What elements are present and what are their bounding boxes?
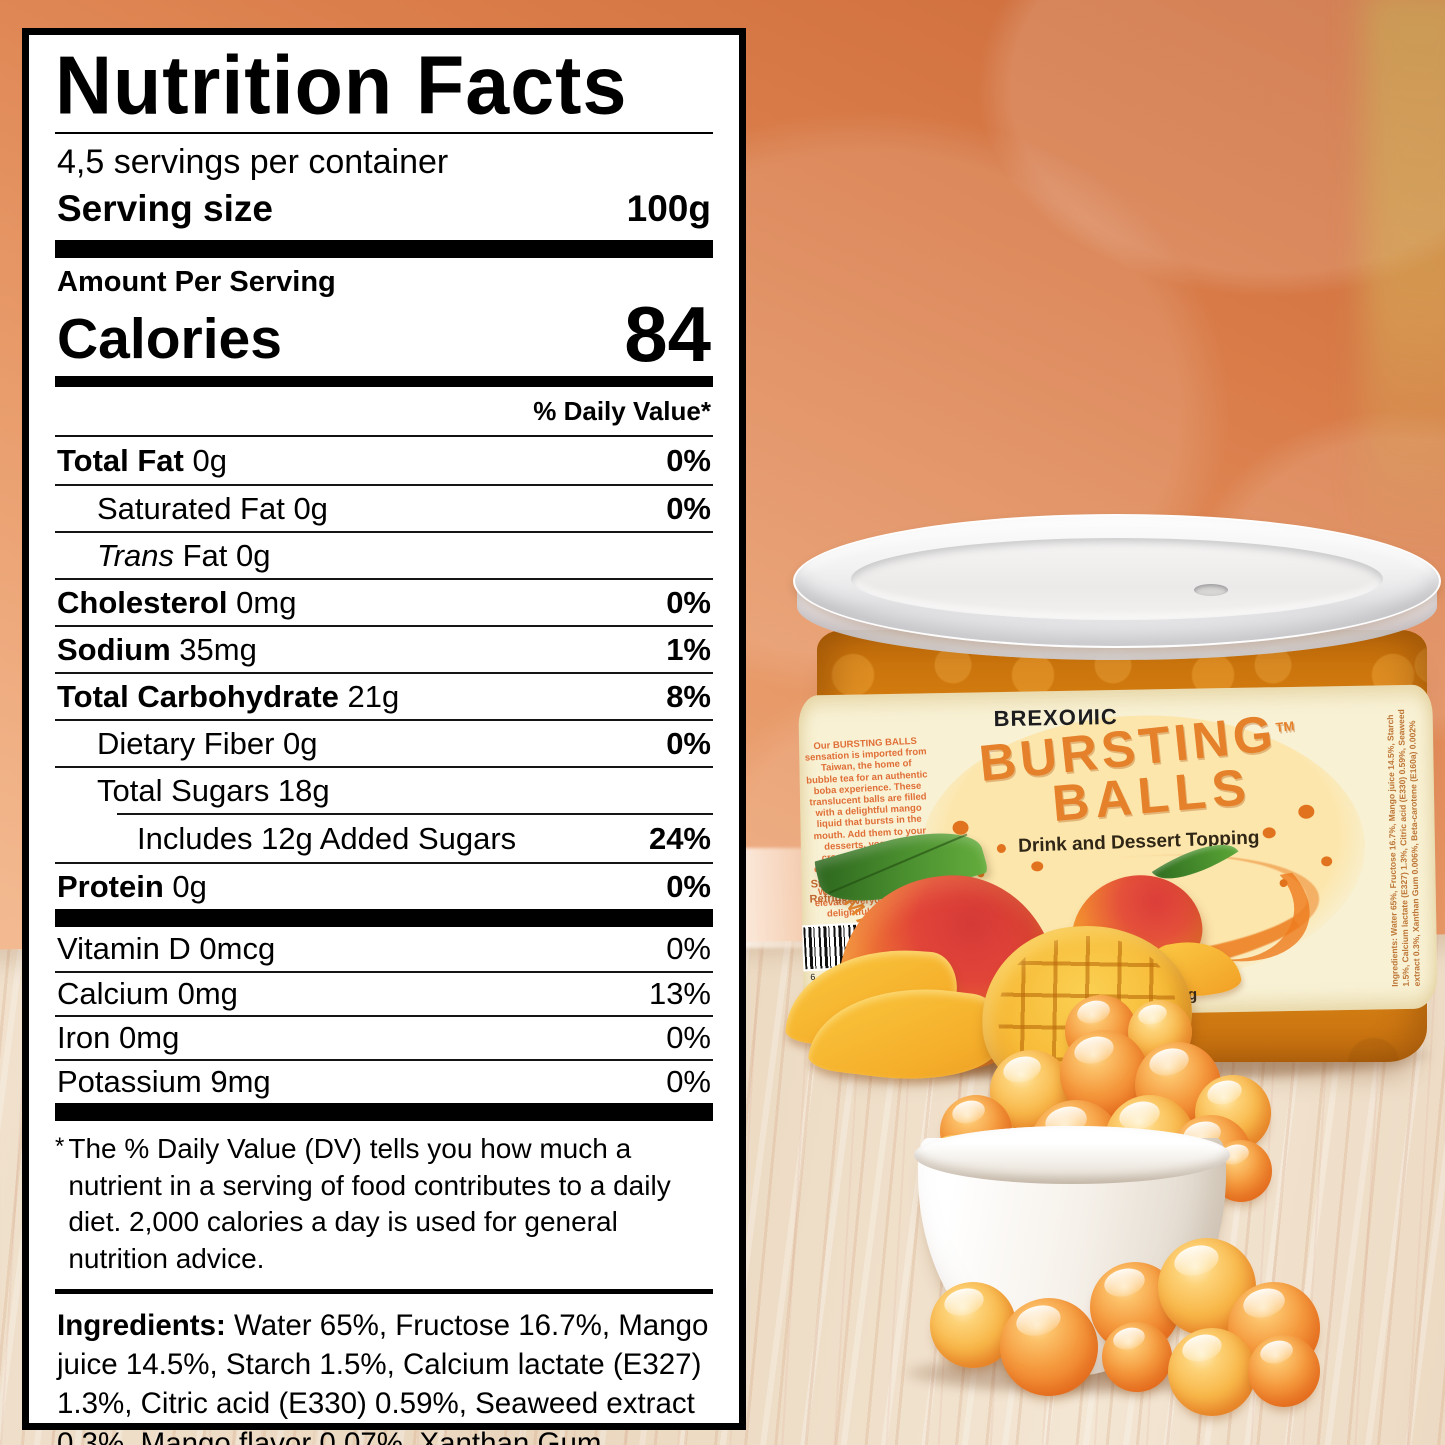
nutrient-name: Sodium xyxy=(57,631,171,667)
nutrient-name: Total Carbohydrate xyxy=(57,678,339,714)
vitamin-name: Vitamin D 0mcg xyxy=(57,931,276,967)
nutrient-name: Protein xyxy=(57,868,164,904)
nutrient-dv: 1% xyxy=(666,631,711,667)
nutrient-row-total-sugars: Total Sugars 18g xyxy=(55,766,713,813)
vitamin-name: Iron 0mg xyxy=(57,1020,180,1056)
daily-value-footnote: * The % Daily Value (DV) tells you how m… xyxy=(55,1121,713,1289)
boba-pearl xyxy=(1000,1298,1098,1396)
thick-divider xyxy=(55,909,713,928)
nutrient-name: Includes 12g Added Sugars xyxy=(137,820,517,856)
thin-divider xyxy=(55,1288,713,1294)
nutrient-name: Total Fat xyxy=(57,442,184,478)
daily-value-header: % Daily Value* xyxy=(55,387,713,438)
juice-drop xyxy=(1279,879,1288,888)
nutrient-row-saturated-fat: Saturated Fat 0g 0% xyxy=(55,484,713,531)
calories-value: 84 xyxy=(624,289,711,378)
calories-row: Calories 84 xyxy=(55,289,713,378)
serving-size-label: Serving size xyxy=(57,187,273,229)
divider xyxy=(55,131,713,134)
vitamin-dv: 13% xyxy=(648,976,711,1012)
servings-per-container: 4,5 servings per container xyxy=(57,142,449,181)
vitamin-row-calcium: Calcium 0mg 13% xyxy=(55,971,713,1015)
nutrient-row-total-carbohydrate: Total Carbohydrate 21g 8% xyxy=(55,672,713,719)
footnote-text: The % Daily Value (DV) tells you how muc… xyxy=(68,1133,671,1274)
vitamin-dv: 0% xyxy=(666,931,711,967)
ingredients-paragraph: Ingredients: Water 65%, Fructose 16.7%, … xyxy=(55,1294,713,1445)
thick-divider xyxy=(55,239,713,258)
vitamin-dv: 0% xyxy=(666,1064,711,1100)
tub-lid-dimple xyxy=(1194,583,1229,596)
boba-pearl xyxy=(1102,1322,1172,1392)
nutrient-dv: 0% xyxy=(666,442,711,478)
tub-lid xyxy=(793,514,1441,648)
label-side-ingredients: Ingredients: Water 65%, Fructose 16.7%, … xyxy=(1385,709,1422,987)
vitamin-name: Potassium 9mg xyxy=(57,1064,271,1100)
nutrient-name: Dietary Fiber 0g xyxy=(97,725,318,761)
vitamin-row-vitamin-d: Vitamin D 0mcg 0% xyxy=(55,927,713,971)
corner-blur-decor xyxy=(1363,0,1445,550)
nutrient-name: Cholesterol xyxy=(57,584,228,620)
vitamin-row-potassium: Potassium 9mg 0% xyxy=(55,1059,713,1103)
product-title: BURSTINGTM BALLS Drink and Dessert Toppi… xyxy=(949,704,1327,857)
nutrient-row-protein: Protein 0g 0% xyxy=(55,862,713,909)
nutrient-dv: 24% xyxy=(648,820,711,856)
nutrient-row-added-sugars: Includes 12g Added Sugars 24% xyxy=(55,815,713,862)
nutrient-amount: 0g xyxy=(163,868,207,904)
indented-divider xyxy=(117,813,713,816)
nutrient-amount: 21g xyxy=(338,678,400,714)
nutrient-dv: 0% xyxy=(666,584,711,620)
tub-lid-inner-ring xyxy=(851,538,1383,620)
vitamin-name: Calcium 0mg xyxy=(57,976,238,1012)
boba-pearl xyxy=(1168,1328,1256,1416)
vitamin-row-iron: Iron 0mg 0% xyxy=(55,1015,713,1059)
boba-pearl xyxy=(1248,1335,1320,1407)
nutrient-name-italic: Trans xyxy=(97,537,174,573)
amount-per-serving: Amount Per Serving xyxy=(57,265,336,298)
serving-size-value: 100g xyxy=(626,187,711,229)
nutrient-name: Total Sugars 18g xyxy=(97,772,330,808)
nutrient-dv: 0% xyxy=(666,490,711,526)
trademark: TM xyxy=(1274,718,1296,736)
medium-divider xyxy=(55,376,713,388)
nutrient-dv: 0% xyxy=(666,868,711,904)
nutrient-row-total-fat: Total Fat 0g 0% xyxy=(55,437,713,484)
nutrient-dv: 8% xyxy=(666,678,711,714)
nutrition-title: Nutrition Facts xyxy=(55,37,628,132)
ingredients-label: Ingredients: xyxy=(57,1308,226,1342)
vitamin-dv: 0% xyxy=(666,1020,711,1056)
nutrient-amount: 0mg xyxy=(227,584,297,620)
nutrient-amount: 35mg xyxy=(170,631,257,667)
thick-divider xyxy=(55,1103,713,1122)
calories-label: Calories xyxy=(57,307,282,372)
nutrient-row-cholesterol: Cholesterol 0mg 0% xyxy=(55,578,713,625)
nutrient-row-dietary-fiber: Dietary Fiber 0g 0% xyxy=(55,719,713,766)
nutrient-amount: Fat 0g xyxy=(173,537,271,573)
nutrient-row-sodium: Sodium 35mg 1% xyxy=(55,625,713,672)
ingredients-text: Water 65%, Fructose 16.7%, Mango juice 1… xyxy=(57,1308,709,1445)
nutrient-amount: 0g xyxy=(183,442,227,478)
serving-size-row: Serving size 100g xyxy=(55,184,713,240)
nutrient-name: Saturated Fat 0g xyxy=(97,490,328,526)
nutrition-facts-label: Nutrition Facts 4,5 servings per contain… xyxy=(22,28,746,1445)
footnote-asterisk: * xyxy=(55,1133,65,1161)
nutrient-dv: 0% xyxy=(666,725,711,761)
nutrient-row-trans-fat: Trans Fat 0g xyxy=(55,531,713,578)
